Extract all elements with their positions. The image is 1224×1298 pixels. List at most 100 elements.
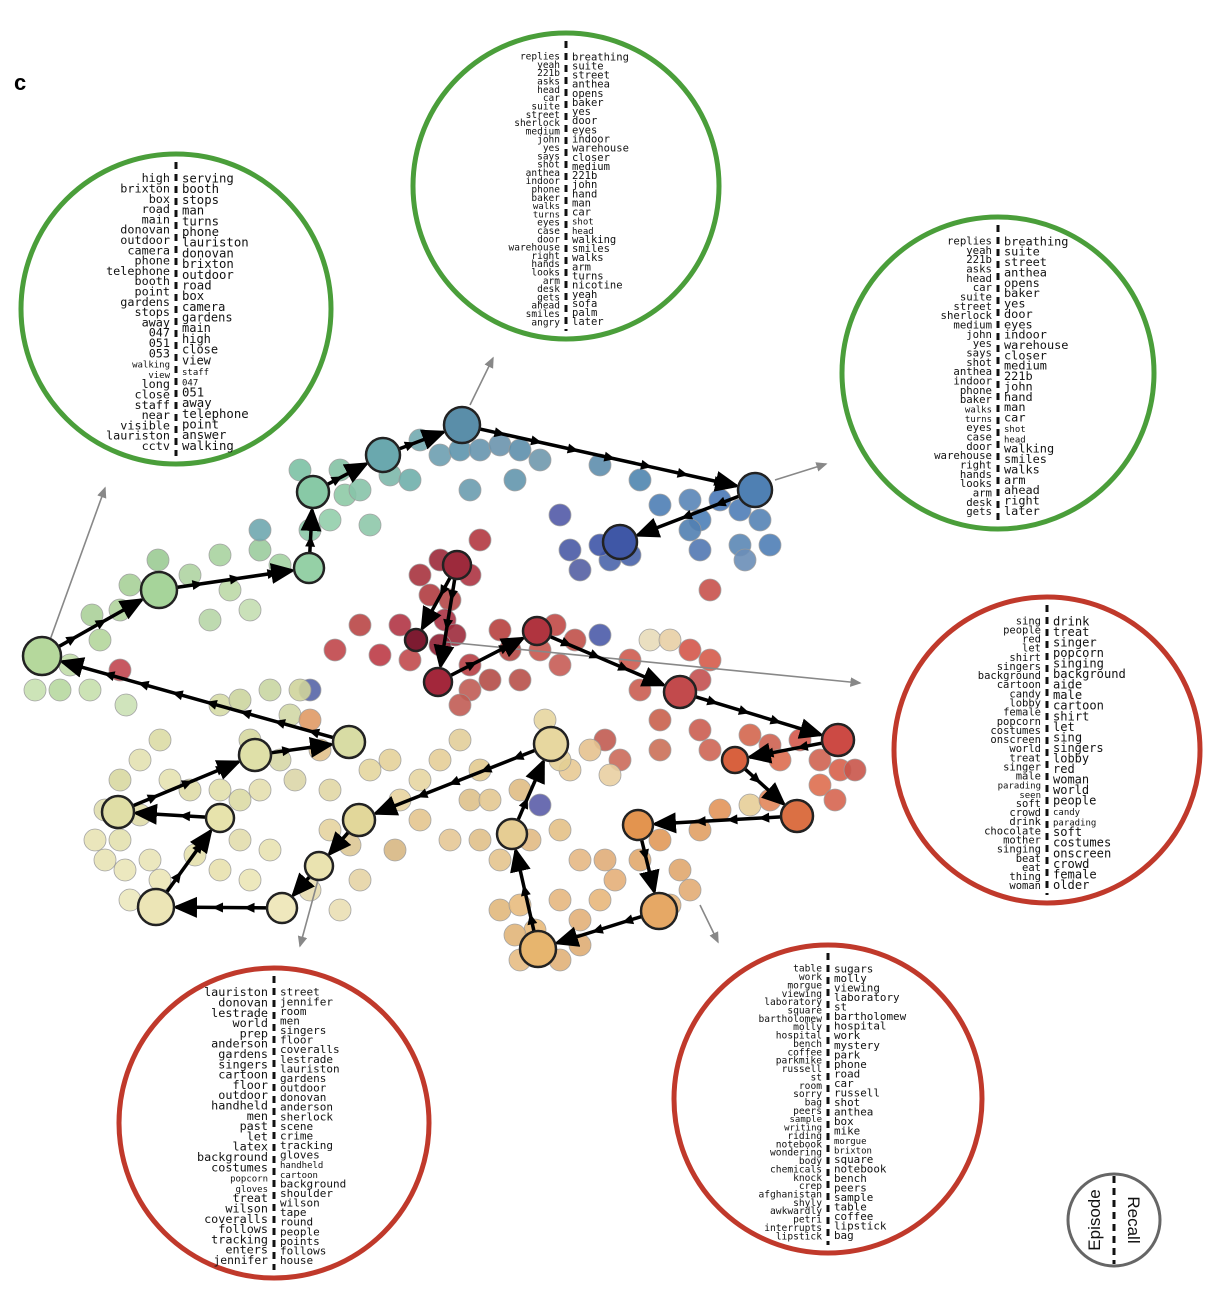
cloud-word: soft xyxy=(1016,798,1041,810)
cloud-word: turns xyxy=(572,271,604,283)
cloud-word: medium xyxy=(953,319,992,332)
arrow-chevron xyxy=(640,459,652,470)
trajectory-nodes xyxy=(21,405,856,969)
arrow-chevron xyxy=(647,522,660,533)
arrow-chevron xyxy=(274,719,286,729)
cloud-word: gardens xyxy=(120,295,170,309)
cloud-word: eyes xyxy=(537,218,560,229)
trajectory-node xyxy=(139,570,179,610)
cloud-word: right xyxy=(531,251,560,262)
cloud-word: away xyxy=(182,396,212,410)
scatter-point xyxy=(148,868,172,892)
scatter-point xyxy=(658,628,682,652)
arrow-chevron xyxy=(145,809,157,820)
cloud-word: male xyxy=(1016,771,1041,783)
arrow-chevron xyxy=(416,788,429,798)
cloud-word: shot xyxy=(966,356,992,369)
cloud-word: cartoon xyxy=(1053,699,1104,713)
cloud-word: yes xyxy=(543,143,560,154)
cloud-word: viewing xyxy=(834,982,880,995)
trajectory-node xyxy=(639,891,679,931)
scatter-point xyxy=(208,858,232,882)
word-cloud-bottom-left: lauristondonovanlestradeworldprepanderso… xyxy=(116,965,432,1281)
cloud-pointer xyxy=(49,486,107,641)
trajectory-node xyxy=(136,887,176,927)
arrow-chevron xyxy=(622,914,635,925)
arrow-chevron xyxy=(714,496,727,507)
cloud-word: outdoor xyxy=(182,268,234,282)
cloud-word: floor xyxy=(232,1078,268,1092)
cloud-word: closer xyxy=(572,152,610,164)
cloud-word: viewing xyxy=(782,989,822,1000)
cloud-word: suite xyxy=(572,60,604,72)
arrow-chevron xyxy=(171,690,184,701)
cloud-word: lipstick xyxy=(834,1220,887,1233)
scatter-point xyxy=(458,788,482,812)
word-cloud-bottom-right: tableworkmorgueviewinglaboratorysquareba… xyxy=(671,942,985,1256)
cloud-pointer xyxy=(469,356,494,406)
cloud-word: popcorn xyxy=(1053,646,1104,660)
scatter-point xyxy=(468,438,492,462)
cloud-word: walking xyxy=(132,361,170,371)
arrow-chevron xyxy=(518,797,528,810)
cloud-word: stops xyxy=(134,305,170,319)
cloud-word: warehouse xyxy=(509,243,561,254)
cloud-word: notebook xyxy=(834,1163,887,1176)
cloud-word: shyly xyxy=(793,1198,822,1209)
trajectory-node xyxy=(295,474,331,510)
scatter-point xyxy=(238,598,262,622)
cloud-word: 221b xyxy=(966,253,992,266)
cloud-word: background xyxy=(197,1150,268,1164)
scatter-point xyxy=(208,543,232,567)
cloud-word: baker xyxy=(531,193,560,204)
cloud-word: road xyxy=(182,279,212,293)
arrow-chevron xyxy=(603,451,616,462)
scatter-point xyxy=(808,748,832,772)
trajectory-node xyxy=(441,549,473,581)
cloud-word: asks xyxy=(966,263,992,276)
cloud-word: sugars xyxy=(834,963,873,976)
trajectory-node xyxy=(779,798,815,834)
cloud-word: costumes xyxy=(990,725,1041,737)
cloud-word: head xyxy=(537,85,560,96)
cloud-word: sherlock xyxy=(280,1110,333,1123)
scatter-point xyxy=(688,718,712,742)
arrow-chevron xyxy=(762,747,775,758)
scatter-point xyxy=(348,478,372,502)
scatter-point xyxy=(678,878,702,902)
cloud-word: hospital xyxy=(834,1020,886,1033)
arrow-chevron xyxy=(65,636,78,646)
word-cloud-top-left: highbrixtonboxroadmaindonovanoutdoorcame… xyxy=(18,151,334,467)
cloud-word: medium xyxy=(526,126,561,137)
cloud-word: prep xyxy=(240,1026,268,1040)
arrow-chevron xyxy=(591,924,604,934)
scatter-point xyxy=(588,888,612,912)
cloud-word: arm xyxy=(543,276,560,287)
cloud-word: tracking xyxy=(280,1139,333,1152)
cloud-word: later xyxy=(572,316,604,328)
cloud-word: indoor xyxy=(526,176,561,187)
cloud-word: past xyxy=(240,1119,268,1133)
scatter-point xyxy=(478,668,502,692)
scatter-point xyxy=(738,723,762,747)
arrow-chevron xyxy=(758,812,770,823)
cloud-word: street xyxy=(280,986,320,999)
cloud-word: gets xyxy=(966,505,992,518)
cloud-word: box xyxy=(182,289,204,303)
arrow-chevron xyxy=(770,790,782,803)
cloud-word: turns xyxy=(533,210,560,220)
scatter-point xyxy=(348,613,372,637)
cloud-word: car xyxy=(543,93,560,104)
cloud-word: lipstick xyxy=(776,1231,822,1242)
arrow-chevron xyxy=(243,902,255,913)
cloud-word: gloves xyxy=(235,1185,268,1195)
arrow-chevron xyxy=(566,443,579,454)
trajectory-node xyxy=(720,745,750,775)
cloud-word: lestrade xyxy=(280,1053,333,1066)
cloud-word: coveralls xyxy=(280,1043,340,1056)
cloud-word: cartoon xyxy=(280,1171,318,1181)
scatter-point xyxy=(228,828,252,852)
scatter-point xyxy=(248,538,272,562)
arrow-chevron xyxy=(281,746,294,757)
cloud-word: cctv xyxy=(142,439,170,453)
